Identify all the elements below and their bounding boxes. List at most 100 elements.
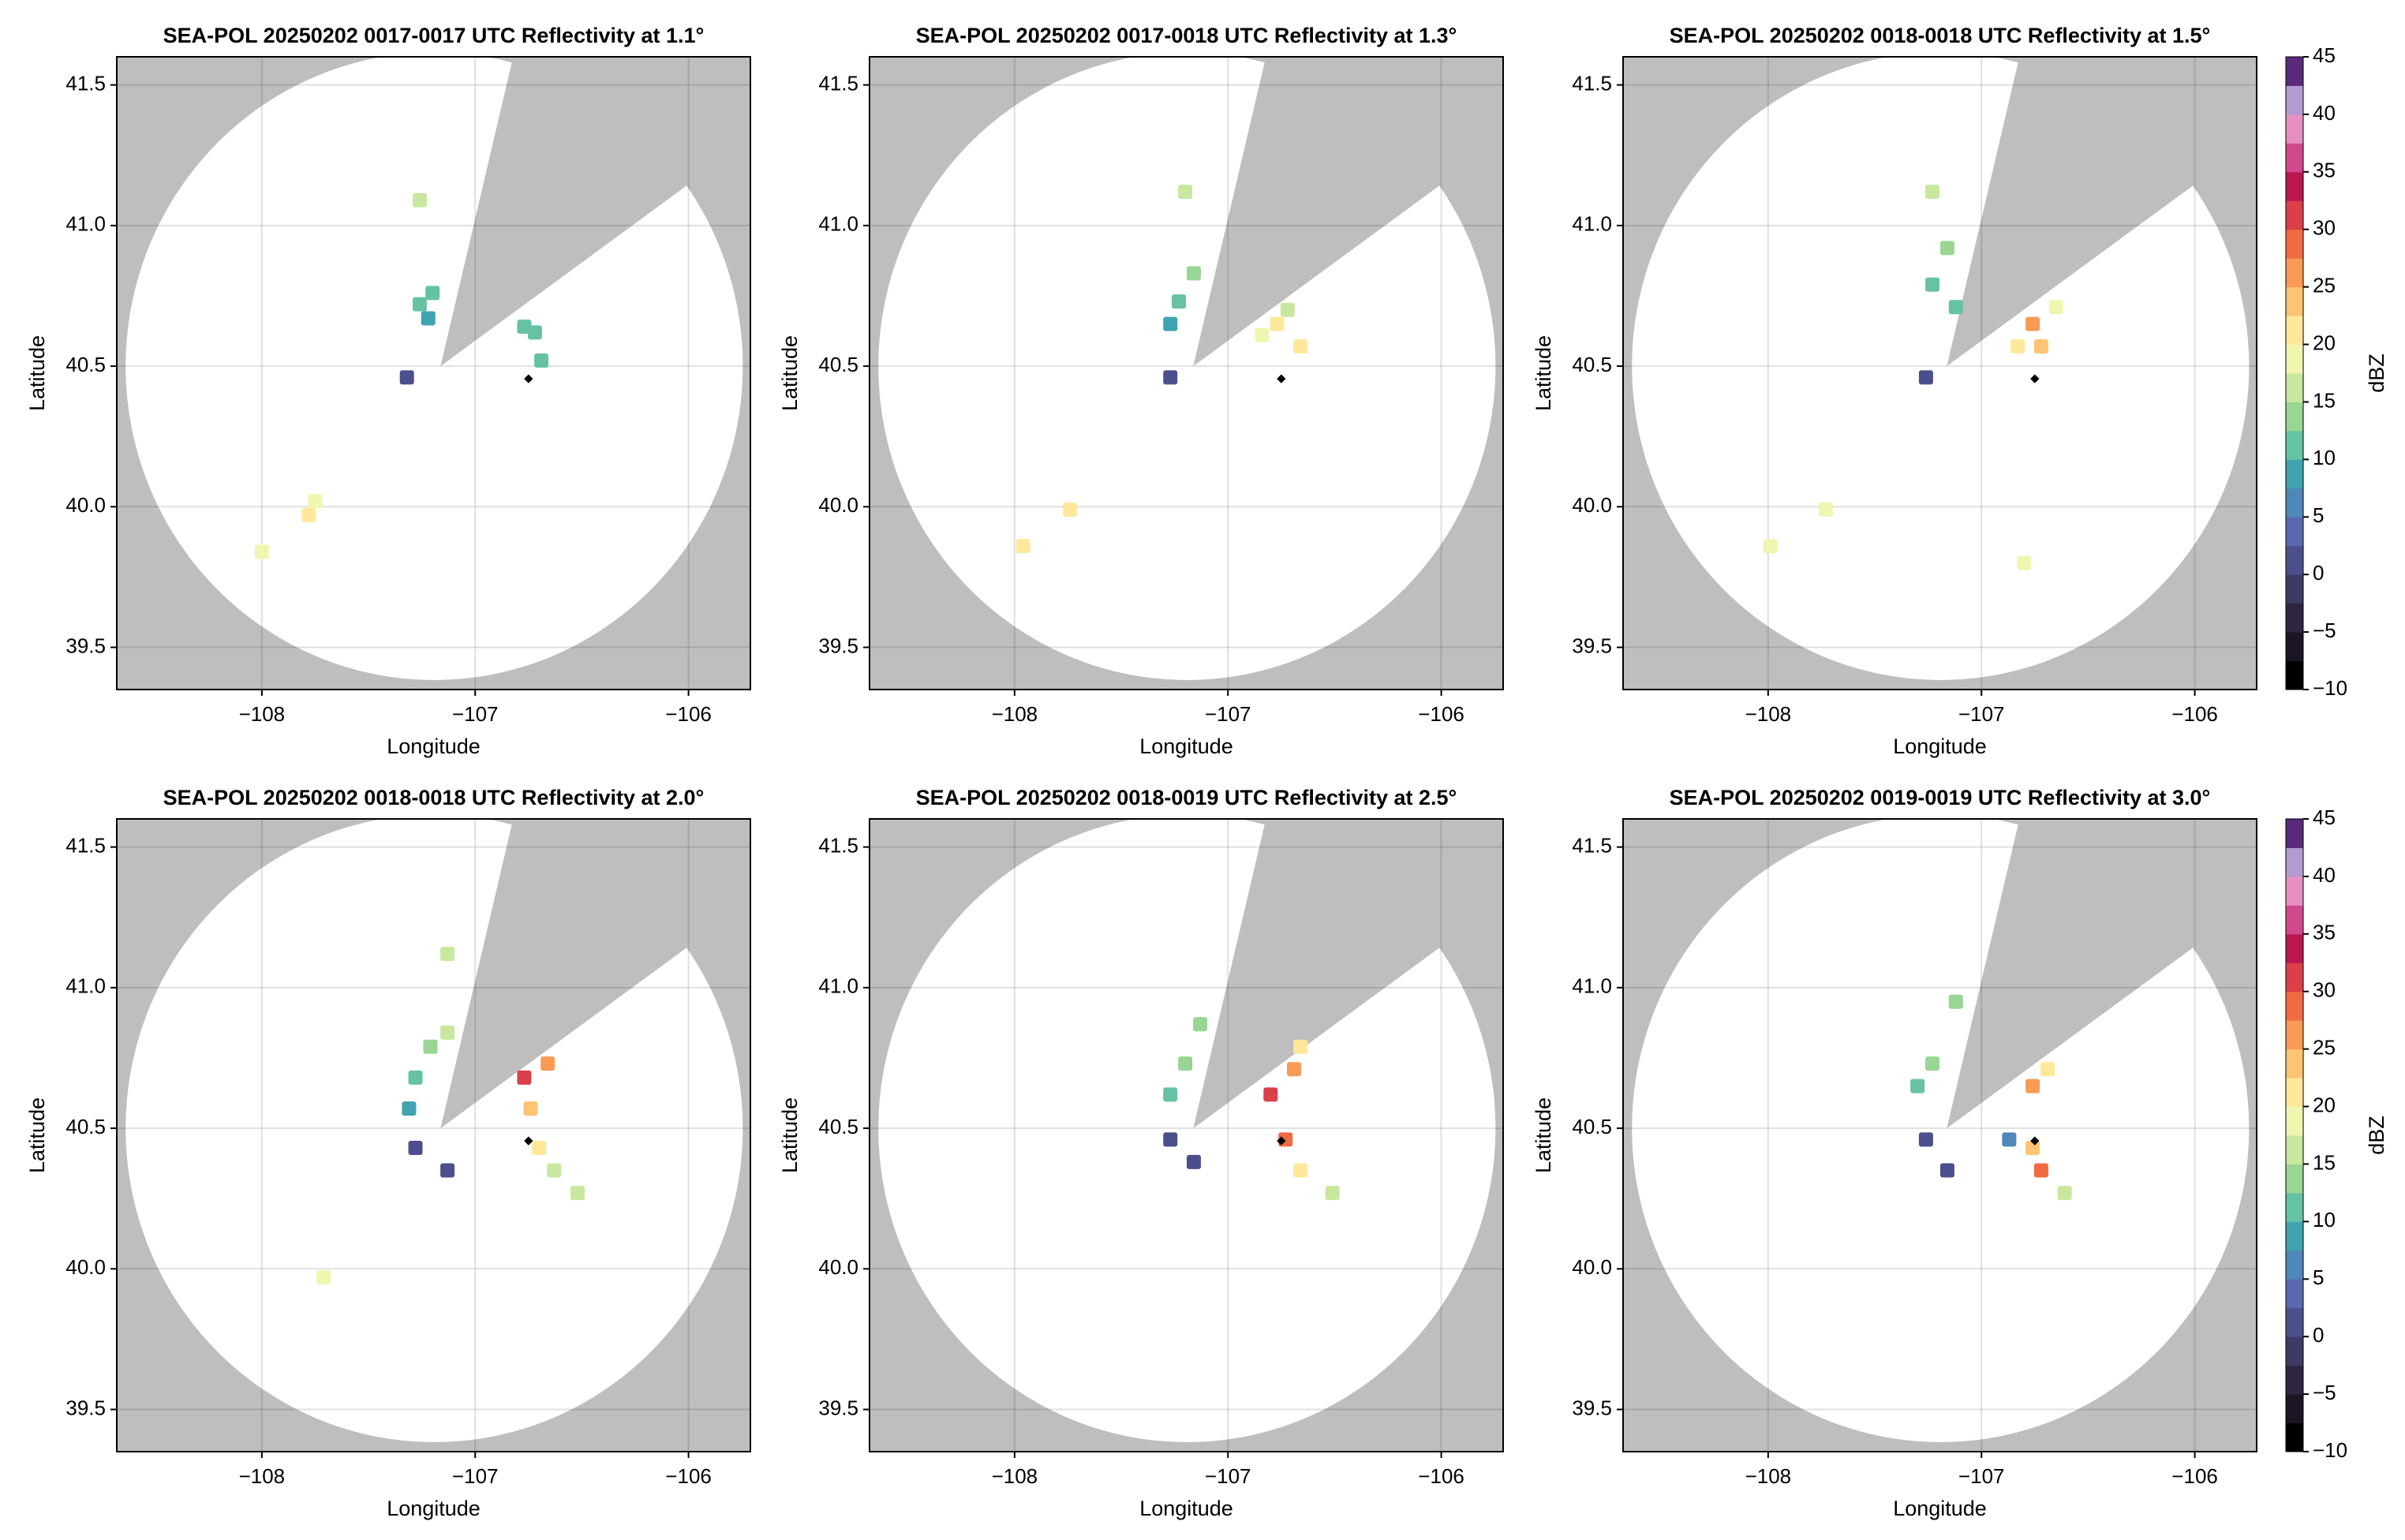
echo-cell <box>2002 1132 2017 1147</box>
chart-title: SEA-POL 20250202 0017-0017 UTC Reflectiv… <box>163 24 705 47</box>
echo-cell <box>1763 539 1778 554</box>
colorbar-swatch <box>2286 171 2303 201</box>
colorbar-swatch <box>2286 991 2303 1021</box>
y-tick-label: 40.5 <box>65 1115 106 1138</box>
y-tick-label: 39.5 <box>1572 1396 1612 1419</box>
colorbar-swatch <box>2286 1078 2303 1108</box>
echo-cell <box>540 1056 555 1071</box>
echo-cell <box>1910 1078 1925 1093</box>
colorbar-tick-label: 30 <box>2313 978 2336 1002</box>
colorbar-tick-label: −5 <box>2313 619 2336 642</box>
colorbar-swatch <box>2286 1048 2303 1078</box>
echo-cell <box>1918 370 1933 385</box>
echo-cell <box>408 1070 423 1085</box>
colorbar-swatch <box>2286 1422 2303 1452</box>
echo-cell <box>2025 316 2040 331</box>
colorbar-swatch <box>2286 517 2303 547</box>
echo-cell <box>1163 370 1178 385</box>
echo-cell <box>399 370 414 385</box>
echo-cell <box>1293 339 1308 354</box>
radar-marker <box>524 374 533 383</box>
colorbar-tick-label: 35 <box>2313 159 2336 182</box>
x-axis-label: Longitude <box>1139 734 1233 758</box>
y-tick-label: 41.0 <box>1572 212 1612 236</box>
echo-cell <box>1293 1163 1308 1178</box>
colorbar-tick-label: 20 <box>2313 1093 2336 1116</box>
echo-cell <box>440 947 455 962</box>
echo-cell <box>423 1039 438 1054</box>
echo-cell <box>2057 1186 2072 1201</box>
y-tick-label: 40.5 <box>818 1115 858 1138</box>
echo-cell <box>1939 241 1954 256</box>
plot-frame <box>116 56 751 690</box>
colorbar-swatch <box>2286 229 2303 259</box>
y-axis-label: Latitude <box>25 335 49 411</box>
echo-cell <box>1178 1056 1193 1071</box>
colorbar-swatch <box>2286 114 2303 144</box>
echo-cell <box>1186 1154 1201 1169</box>
chart-title: SEA-POL 20250202 0018-0018 UTC Reflectiv… <box>163 786 705 809</box>
echo-cell <box>1293 1039 1308 1054</box>
colorbar-tick-label: 30 <box>2313 216 2336 240</box>
colorbar-label: dBZ <box>2365 1116 2388 1155</box>
colorbar-swatch <box>2286 1307 2303 1337</box>
echo-cell <box>440 1025 455 1040</box>
y-tick-label: 41.5 <box>1572 834 1612 858</box>
echo-cell <box>1925 1056 1940 1071</box>
colorbar-swatch <box>2286 962 2303 992</box>
colorbar-tick-label: 45 <box>2313 43 2336 67</box>
echo-cell <box>1287 1062 1302 1077</box>
colorbar-swatch <box>2286 819 2303 848</box>
echo-cell <box>1063 502 1078 517</box>
echo-cell <box>2025 1141 2040 1156</box>
colorbar-tick-label: 20 <box>2313 331 2336 354</box>
colorbar-tick-label: −10 <box>2313 676 2347 700</box>
colorbar-swatch <box>2286 847 2303 877</box>
x-axis-label: Longitude <box>387 734 481 758</box>
x-tick-label: −107 <box>1958 702 2005 726</box>
y-tick-label: 40.5 <box>65 353 106 376</box>
colorbar-frame <box>2285 56 2304 690</box>
radar-marker <box>2030 374 2040 383</box>
echo-cell <box>421 311 436 326</box>
colorbar-swatch <box>2286 1106 2303 1136</box>
colorbar-tick-label: 10 <box>2313 446 2336 469</box>
echo-cell <box>1925 277 1940 292</box>
y-tick-label: 41.5 <box>65 834 106 858</box>
x-tick-label: −107 <box>1205 1464 1251 1488</box>
plot-area <box>870 57 1503 690</box>
y-axis-label: Latitude <box>25 1097 49 1173</box>
x-tick-label: −108 <box>1745 702 1792 726</box>
chart-title: SEA-POL 20250202 0019-0019 UTC Reflectiv… <box>1670 786 2211 809</box>
y-tick-label: 39.5 <box>818 634 858 657</box>
x-axis-label: Longitude <box>1893 1497 1987 1520</box>
echo-cell <box>1948 300 1963 315</box>
echo-cell <box>1270 316 1285 331</box>
echo-cell <box>425 286 440 301</box>
x-axis-label: Longitude <box>387 1497 481 1520</box>
colorbar-tick-label: −5 <box>2313 1381 2336 1404</box>
y-axis-label: Latitude <box>1532 335 1555 411</box>
x-tick-label: −106 <box>665 702 712 726</box>
colorbar-swatch <box>2286 660 2303 690</box>
y-tick-label: 40.0 <box>818 1255 858 1279</box>
echo-cell <box>1178 185 1193 200</box>
echo-cell <box>1263 1087 1278 1102</box>
y-tick-label: 40.0 <box>65 493 106 517</box>
colorbar-tick-label: 15 <box>2313 1150 2336 1174</box>
x-tick-label: −108 <box>239 1464 286 1488</box>
echo-cell <box>2033 339 2048 354</box>
y-tick-label: 40.0 <box>1572 1255 1612 1279</box>
plot-area <box>1623 819 2257 1452</box>
x-tick-label: −107 <box>452 1464 499 1488</box>
blocked-sector <box>1193 819 1503 1129</box>
echo-cell <box>2025 1078 2040 1093</box>
colorbar-swatch <box>2286 1250 2303 1280</box>
echo-cell <box>412 297 427 312</box>
plot-frame <box>869 56 1504 690</box>
echo-cell <box>412 192 427 207</box>
colorbar-swatch <box>2286 143 2303 173</box>
x-tick-label: −107 <box>1205 702 1251 726</box>
colorbar-tick-label: 25 <box>2313 274 2336 297</box>
